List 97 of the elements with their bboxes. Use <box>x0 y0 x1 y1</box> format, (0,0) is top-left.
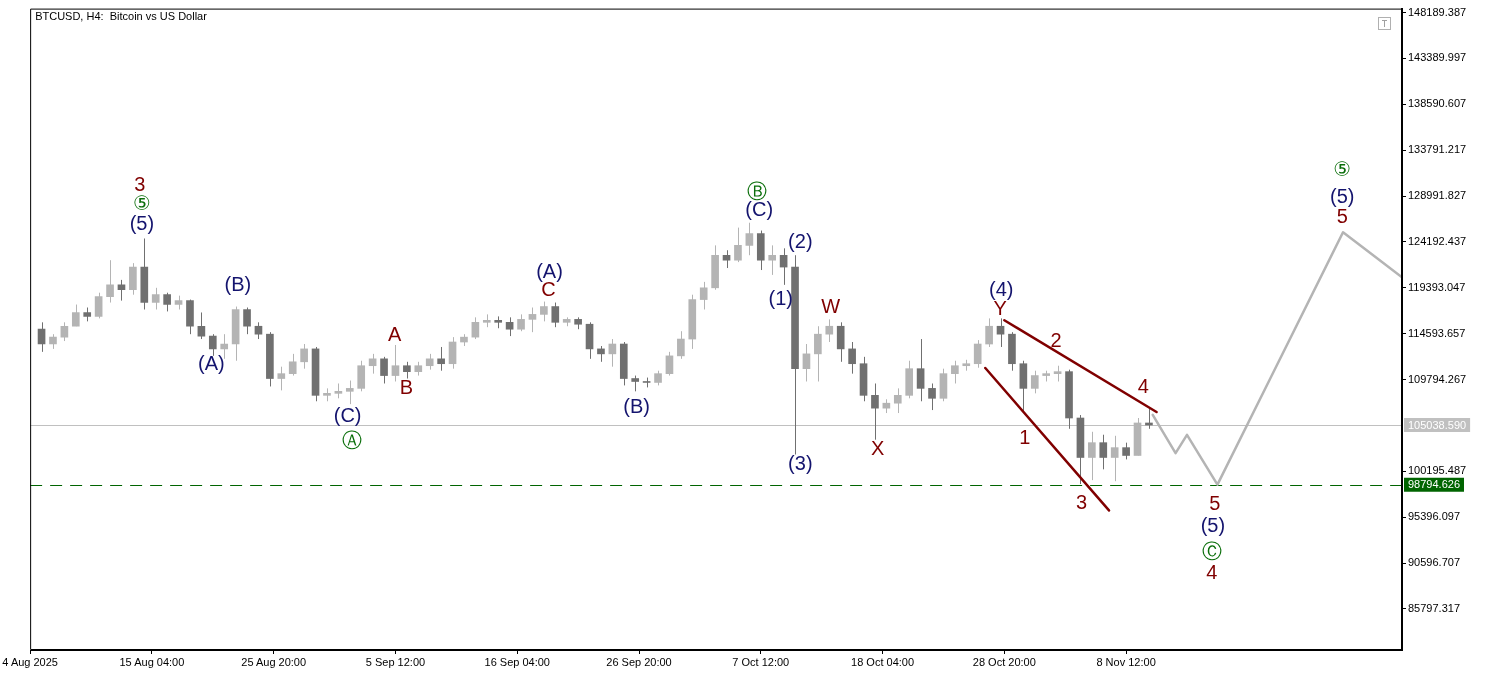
candlestick <box>825 318 834 343</box>
candlestick <box>973 339 982 369</box>
candlestick <box>345 380 354 405</box>
candlestick <box>768 244 777 276</box>
annotation: Ⓐ <box>341 429 362 452</box>
candlestick <box>277 366 286 391</box>
annotation: (B) <box>623 394 651 417</box>
candlestick <box>871 383 879 441</box>
candlestick <box>734 227 742 263</box>
x-tick-label: 26 Sep 20:00 <box>606 655 672 668</box>
ref-line-label: 98794.626 <box>1408 478 1460 491</box>
candlestick <box>129 262 137 296</box>
candlestick <box>893 387 902 414</box>
y-tick-label: 109794.267 <box>1408 372 1467 385</box>
candlestick <box>288 353 297 377</box>
annotation: A <box>387 322 402 345</box>
candlestick <box>985 317 993 348</box>
y-tick-label: 100195.487 <box>1408 464 1467 477</box>
y-tick-label: 138590.607 <box>1408 97 1467 110</box>
candlestick <box>151 287 160 311</box>
y-tick-label: 143389.997 <box>1408 51 1467 64</box>
annotation: (A) <box>198 352 225 375</box>
x-tick-label: 15 Aug 04:00 <box>119 655 185 668</box>
annotation: (C) <box>333 403 362 426</box>
y-tick-label: 119393.047 <box>1408 280 1466 293</box>
candlestick <box>996 317 1005 348</box>
annotation: (3) <box>788 452 813 474</box>
annotation: 3 <box>134 172 146 195</box>
candlestick <box>163 292 171 312</box>
candlestick <box>300 343 308 370</box>
annotation: ⑤ <box>1333 157 1352 180</box>
annotation: X <box>871 437 885 460</box>
annotation: (A) <box>536 259 563 282</box>
candlestick <box>699 281 708 311</box>
annotation: B <box>399 376 414 399</box>
y-tick-label: 133791.217 <box>1408 143 1467 156</box>
candlestick <box>1099 434 1108 470</box>
candlestick <box>951 360 959 384</box>
x-tick-label: 7 Oct 12:00 <box>732 655 790 668</box>
candlestick <box>528 307 537 333</box>
annotation: 4 <box>1206 560 1218 583</box>
candlestick <box>71 304 80 327</box>
x-tick-label: 18 Oct 04:00 <box>851 655 915 668</box>
candlestick <box>916 338 925 402</box>
x-tick-label: 5 Sep 12:00 <box>365 655 426 668</box>
candlestick <box>1030 370 1039 394</box>
x-tick-label: 4 Aug 2025 <box>2 655 58 668</box>
annotation: 1 <box>1019 426 1031 449</box>
y-tick-label: 148189.387 <box>1408 5 1467 18</box>
y-tick-label: 114593.657 <box>1408 326 1466 339</box>
x-tick-label: 25 Aug 20:00 <box>241 655 307 668</box>
annotation: 2 <box>1050 328 1062 351</box>
candlestick <box>208 333 217 357</box>
annotation: (5) <box>1330 184 1355 207</box>
y-tick-label: 90596.707 <box>1408 556 1460 569</box>
y-tick-label: 85797.317 <box>1408 601 1460 614</box>
candlestick <box>448 336 457 370</box>
ref-line-label: 105038.590 <box>1408 418 1467 431</box>
y-tick-label: 128991.827 <box>1408 189 1467 202</box>
annotation: (5) <box>129 212 155 235</box>
x-tick-label: 8 Nov 12:00 <box>1096 655 1156 668</box>
candlestick <box>94 292 103 319</box>
candlestick <box>848 341 856 375</box>
candlestick <box>106 259 114 304</box>
candlestick <box>677 330 685 360</box>
candlestick <box>391 344 400 382</box>
y-tick-label: 95396.097 <box>1408 510 1460 523</box>
candlestick <box>380 356 388 384</box>
annotation: 3 <box>1076 491 1088 514</box>
candlestick <box>243 307 251 335</box>
y-tick-label: 124192.437 <box>1408 234 1467 247</box>
candlestick <box>551 302 560 328</box>
candlestick <box>540 301 548 322</box>
annotation: (B) <box>224 273 252 296</box>
candlestick <box>505 316 514 337</box>
chart-title: BTCUSD, H4: Bitcoin vs US Dollar <box>35 10 208 23</box>
candlestick <box>836 321 845 363</box>
annotation: 5 <box>1209 492 1221 515</box>
candlestick <box>814 325 822 382</box>
candlestick <box>437 346 445 372</box>
candlestick <box>745 222 754 256</box>
candlestick <box>1088 431 1096 481</box>
annotation: 5 <box>1336 205 1348 228</box>
annotation: Ⓒ <box>1201 539 1222 562</box>
annotation: Ⓑ <box>747 179 768 202</box>
annotation: ⑤ <box>132 192 151 215</box>
annotation: (2) <box>788 229 813 252</box>
candlestick <box>928 383 936 411</box>
annotation: (1) <box>768 287 793 310</box>
x-tick-label: 16 Sep 04:00 <box>484 655 550 668</box>
annotation: W <box>821 295 841 318</box>
x-tick-label: 28 Oct 20:00 <box>972 655 1036 668</box>
annotation: (5) <box>1200 514 1226 537</box>
annotation: (4) <box>988 278 1014 301</box>
candlestick <box>357 360 366 392</box>
candlestick <box>1110 435 1119 482</box>
annotation: 4 <box>1137 375 1149 398</box>
